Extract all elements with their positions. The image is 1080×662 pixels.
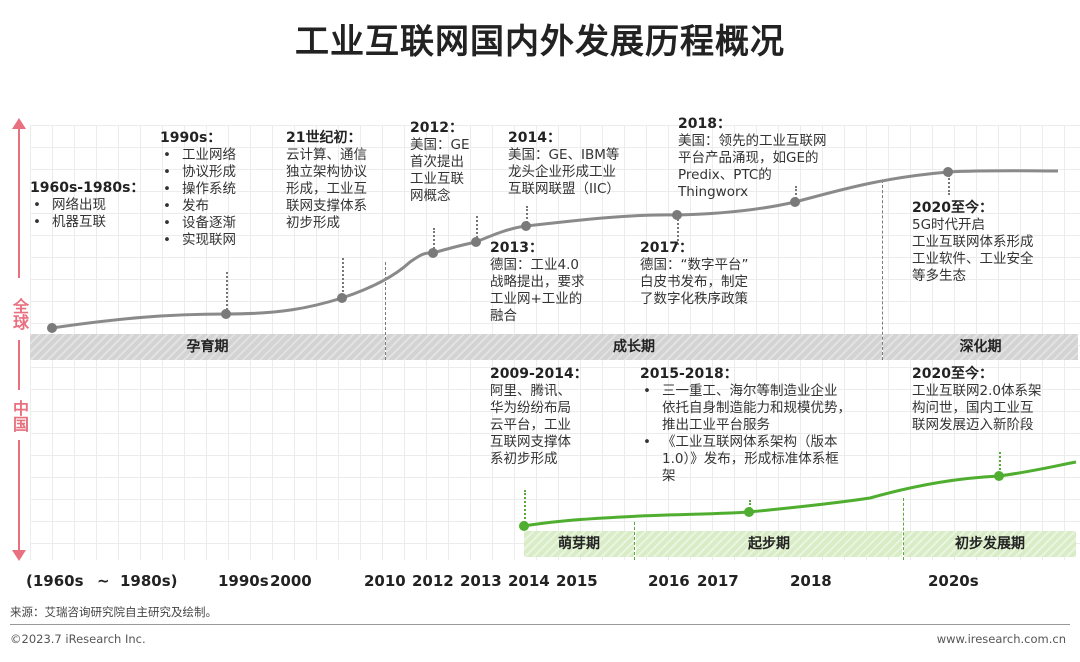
note-item: 发布 [160, 198, 236, 215]
leader-2017 [677, 215, 679, 245]
note-china-2009-2014: 2009-2014： 阿里、腾讯、 华为纷纷布局 云平台，工业 互联网支撑体 系… [490, 366, 588, 467]
phase-global-deepening: 深化期 [883, 334, 1078, 360]
note-2014: 2014： 美国：GE、IBM等 龙头企业形成工业 互联网联盟（IIC） [508, 130, 620, 197]
leader-china-2009 [524, 490, 526, 526]
dot-china-2020 [994, 471, 1004, 481]
axis-label: 1990s [218, 572, 269, 590]
axis-label: 2013 [460, 572, 502, 590]
arrow-down-icon [12, 550, 26, 561]
china-axis-line [18, 440, 20, 552]
note-item: 三一重工、海尔等制造业企业 依托自身制造能力和规模优势， 推出工业平台服务 [640, 383, 880, 434]
note-item: 《工业互联网体系架构（版本 1.0）》发布，形成标准体系框 架 [640, 434, 880, 485]
leader-2020 [948, 175, 950, 195]
dot-2018 [790, 197, 800, 207]
arrow-up-icon [12, 118, 26, 129]
dot-china-2009 [519, 521, 529, 531]
axis-label: 2020s [928, 572, 979, 590]
note-2017: 2017： 德国：“数字平台” 白皮书发布，制定 了数字化秩序政策 [640, 240, 749, 307]
dot-2020 [943, 167, 953, 177]
note-item: 网络出现 [30, 197, 144, 214]
footer-divider [10, 624, 1070, 625]
phase-global-incubation: 孕育期 [30, 334, 385, 360]
note-2013: 2013： 德国：工业4.0 战略提出，要求 工业网+工业的 融合 [490, 240, 585, 324]
leader-21c [342, 258, 344, 296]
note-item: 操作系统 [160, 181, 236, 198]
phase-china-start: 起步期 [636, 531, 902, 557]
region-label-china: 中国 [10, 400, 29, 432]
leader-china-2020 [999, 452, 1001, 474]
china-milestone-dots [519, 471, 1004, 531]
leader-2014 [526, 206, 528, 226]
global-growth-curve [51, 169, 1059, 330]
note-item: 协议形成 [160, 164, 236, 181]
divider-china-2020 [903, 498, 904, 560]
axis-label: 2016 [648, 572, 690, 590]
note-item: 工业网络 [160, 147, 236, 164]
divider-china-2015 [634, 522, 635, 560]
axis-label: 2017 [697, 572, 739, 590]
website-link[interactable]: www.iresearch.com.cn [936, 632, 1066, 646]
axis-label: 2010 [364, 572, 406, 590]
axis-label: (1960s [26, 572, 84, 590]
note-china-2015-2018: 2015-2018： 三一重工、海尔等制造业企业 依托自身制造能力和规模优势， … [640, 366, 880, 485]
dot-1960s [47, 323, 57, 333]
source-note: 来源：艾瑞咨询研究院自主研究及绘制。 [10, 605, 217, 619]
note-2018: 2018： 美国：领先的工业互联网 平台产品涌现，如GE的 Predix、PTC… [678, 116, 827, 200]
leader-1990s [226, 272, 228, 314]
leader-2018 [795, 186, 797, 202]
axis-label: 2015 [556, 572, 598, 590]
dot-china-2015 [744, 507, 754, 517]
note-2012: 2012： 美国：GE 首次提出 工业互联 网概念 [410, 120, 470, 204]
divider-2020 [882, 180, 883, 360]
region-label-global: 全球 [10, 298, 29, 330]
note-item: 实现联网 [160, 232, 236, 249]
leader-china-2015 [749, 500, 751, 512]
axis-label: 2014 [508, 572, 550, 590]
dot-21c [337, 293, 347, 303]
phase-china-sprout: 萌芽期 [524, 531, 634, 557]
axis-label: 2000 [270, 572, 312, 590]
note-china-2020: 2020至今： 工业互联网2.0体系架 构问世，国内工业互 联网发展迈入新阶段 [912, 366, 1042, 433]
axis-label: 1980s) [120, 572, 178, 590]
note-1960s: 1960s-1980s： 网络出现 机器互联 [30, 180, 144, 231]
note-2020: 2020至今： 5G时代开启 工业互联网体系形成 工业软件、工业安全 等多生态 [912, 200, 1034, 284]
note-item: 设备逐渐 [160, 215, 236, 232]
axis-label: 2018 [790, 572, 832, 590]
dot-2014 [521, 221, 531, 231]
phase-china-initial: 初步发展期 [904, 531, 1076, 557]
note-21st-century: 21世纪初： 云计算、通信 独立架构协议 形成，工业互 联网支撑体系 初步形成 [286, 130, 367, 231]
leader-2012 [433, 228, 435, 253]
leader-2013 [476, 216, 478, 242]
phase-global-growth: 成长期 [386, 334, 882, 360]
page-title: 工业互联网国内外发展历程概况 [295, 22, 785, 62]
divider-2010 [385, 262, 386, 360]
copyright: ©2023.7 iResearch Inc. [10, 632, 146, 646]
note-1990s: 1990s： 工业网络 协议形成 操作系统 发布 设备逐渐 实现联网 [160, 130, 236, 249]
note-item: 机器互联 [30, 214, 144, 231]
axis-label: ~ [97, 572, 110, 590]
axis-label: 2012 [412, 572, 454, 590]
global-axis-line [18, 128, 20, 278]
dot-2013 [471, 237, 481, 247]
dot-2017 [672, 210, 682, 220]
dot-1990s [221, 309, 231, 319]
global-milestone-dots [47, 167, 953, 333]
axis-connector [18, 340, 20, 390]
dot-2012 [428, 248, 438, 258]
